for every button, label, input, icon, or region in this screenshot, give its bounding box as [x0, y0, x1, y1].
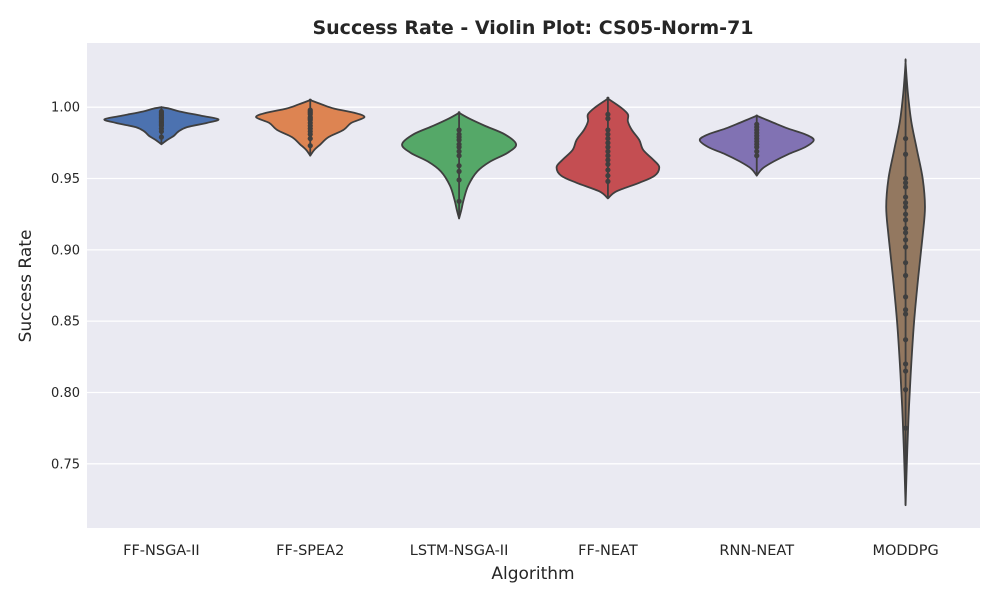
data-point: [902, 200, 909, 206]
y-tick-label: 1.00: [51, 101, 80, 116]
violin-lstm-nsga-ii: [401, 111, 517, 220]
data-point: [902, 387, 909, 393]
violin-ff-nsga-ii: [103, 106, 220, 146]
y-tick-label: 0.75: [51, 457, 80, 472]
data-point: [605, 157, 611, 163]
data-point: [605, 167, 611, 173]
data-point: [902, 135, 909, 142]
data-point: [902, 260, 909, 266]
data-point: [605, 148, 611, 155]
data-point: [605, 140, 611, 146]
data-point: [605, 135, 611, 142]
data-point: [307, 143, 313, 149]
data-point: [902, 272, 909, 279]
violin-ff-neat: [555, 96, 661, 200]
data-point: [902, 307, 909, 313]
data-point: [902, 244, 909, 250]
data-point: [902, 151, 909, 157]
data-point: [456, 131, 462, 137]
gridlines: [87, 106, 980, 465]
data-point: [902, 175, 909, 182]
data-point: [902, 194, 909, 200]
x-axis-label: Algorithm: [491, 564, 574, 584]
data-point: [158, 108, 165, 115]
data-point: [456, 153, 462, 159]
data-point: [456, 141, 462, 147]
data-point: [456, 168, 462, 174]
data-point: [456, 177, 462, 183]
data-point: [902, 225, 909, 232]
y-tick-label: 0.80: [51, 386, 80, 401]
data-point: [605, 161, 611, 167]
data-point: [902, 237, 909, 243]
x-tick-label: MODDPG: [872, 543, 938, 559]
y-tick-label: 0.85: [51, 315, 80, 330]
data-point: [902, 368, 909, 374]
data-point: [605, 173, 611, 179]
plot-area: [87, 43, 980, 528]
data-point: [902, 217, 909, 223]
violin-rnn-neat: [698, 114, 815, 177]
data-point: [902, 361, 909, 367]
data-point: [307, 107, 313, 113]
violin-ff-spea2: [255, 98, 366, 157]
x-tick-label: FF-SPEA2: [276, 543, 344, 559]
violins: [103, 58, 926, 507]
data-point: [902, 425, 909, 431]
data-point: [754, 153, 760, 159]
data-point: [605, 111, 611, 117]
data-point: [605, 144, 611, 150]
data-point: [902, 204, 909, 210]
data-point: [456, 163, 462, 169]
y-tick-labels: 0.75 0.80 0.85 0.90 0.95 1.00: [51, 101, 80, 473]
data-point: [902, 184, 909, 190]
data-point: [902, 311, 909, 317]
data-point: [902, 180, 909, 186]
x-tick-label: LSTM-NSGA-II: [410, 543, 509, 559]
y-axis-label: Success Rate: [16, 230, 36, 343]
data-point: [754, 121, 760, 127]
data-point: [902, 294, 909, 300]
data-point: [456, 198, 462, 204]
data-point: [902, 211, 909, 217]
data-point: [456, 148, 462, 155]
data-point: [605, 153, 611, 159]
chart-title: Success Rate - Violin Plot: CS05-Norm-71: [312, 17, 753, 39]
x-tick-label: FF-NSGA-II: [123, 543, 200, 559]
data-point: [754, 148, 760, 155]
data-point: [605, 116, 611, 122]
x-tick-labels: FF-NSGA-II FF-SPEA2 LSTM-NSGA-II FF-NEAT RNN…: [123, 543, 939, 559]
y-tick-label: 0.90: [51, 243, 80, 258]
data-point: [158, 134, 165, 140]
data-point: [605, 178, 611, 184]
data-point: [902, 230, 909, 236]
data-point: [605, 131, 611, 137]
x-tick-label: FF-NEAT: [578, 543, 638, 559]
data-point: [307, 135, 313, 142]
data-point: [902, 337, 909, 343]
data-point: [605, 127, 611, 133]
x-tick-label: RNN-NEAT: [719, 543, 794, 559]
y-tick-label: 0.95: [51, 172, 80, 187]
data-point: [456, 127, 462, 133]
violin-moddpg: [885, 58, 926, 507]
